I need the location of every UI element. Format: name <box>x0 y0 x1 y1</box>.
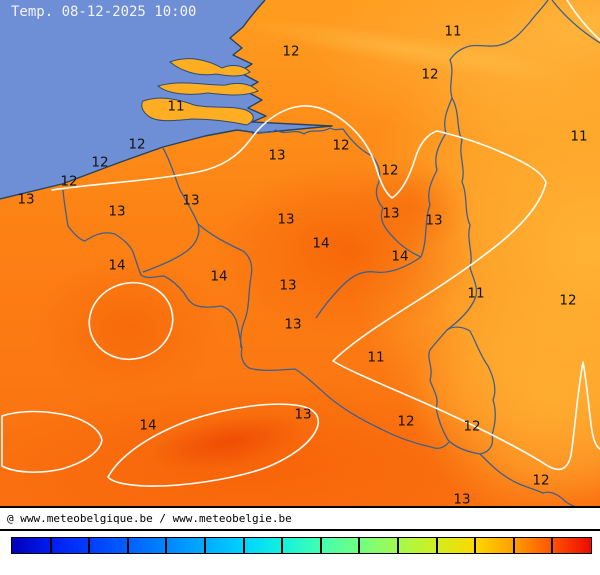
scale-tick <box>551 538 554 553</box>
scale-tick <box>88 538 91 553</box>
scale-tick <box>512 538 515 553</box>
scale-tick <box>165 538 168 553</box>
temp-label: 13 <box>17 191 35 208</box>
temp-label: 11 <box>467 285 485 302</box>
temp-label: 12 <box>60 173 78 190</box>
temp-label: 13 <box>453 491 471 508</box>
temp-label: 13 <box>382 205 400 222</box>
scale-tick <box>126 538 129 553</box>
map-area: 12 11 12 11 12 13 12 12 11 12 12 13 13 13 13 13 13 14 14 14… <box>0 0 600 508</box>
scale-tick <box>319 538 322 553</box>
temp-label: 14 <box>139 417 157 434</box>
scale-tick <box>204 538 206 553</box>
temp-label: 13 <box>268 147 286 164</box>
map-title: Temp. 08-12-2025 10:00 <box>11 4 197 20</box>
temp-label: 13 <box>294 406 312 423</box>
scale-tick <box>358 538 361 553</box>
liege-namur-border <box>315 256 422 319</box>
temp-label: 14 <box>210 268 228 285</box>
temperature-scale <box>11 537 592 554</box>
temp-label: 12 <box>532 472 550 489</box>
zeeland-island <box>156 82 259 96</box>
temp-label: 13 <box>182 192 200 209</box>
temp-label: 11 <box>444 23 462 40</box>
temperature-map <box>0 0 600 508</box>
temp-label: 12 <box>559 292 577 309</box>
france-belgium-border <box>62 189 450 449</box>
temp-label: 12 <box>282 43 300 60</box>
isotherm-contour <box>88 281 174 361</box>
borders <box>62 0 600 508</box>
temp-label: 14 <box>391 248 409 265</box>
isotherm-contour <box>1 410 103 473</box>
temperature-labels: 12 11 12 11 12 13 12 12 11 12 12 13 13 13 13 13 13 14 14 14… <box>17 23 588 508</box>
temp-label: 13 <box>279 277 297 294</box>
temp-label: 13 <box>277 211 295 228</box>
temp-label: 12 <box>381 162 399 179</box>
germany-border-corner <box>551 0 600 44</box>
france-germany-border <box>479 453 581 508</box>
netherlands-germany-border <box>420 0 549 258</box>
belgium-germany-border <box>446 97 478 331</box>
temp-label: 11 <box>367 349 385 366</box>
zeeland-island <box>169 58 251 77</box>
temp-label: 13 <box>425 212 443 229</box>
temp-label: 11 <box>167 98 185 115</box>
temp-label: 14 <box>108 257 126 274</box>
isotherm-contours <box>1 0 600 487</box>
isotherm-contour <box>566 0 600 41</box>
temp-label: 12 <box>421 66 439 83</box>
temp-label: 12 <box>397 413 415 430</box>
temp-label: 11 <box>570 128 588 145</box>
temp-label: 14 <box>312 235 330 252</box>
temp-label: 12 <box>91 154 109 171</box>
scale-tick <box>49 538 52 553</box>
temp-label: 12 <box>332 137 350 154</box>
temperature-shading <box>0 0 600 508</box>
temp-label: 12 <box>463 418 481 435</box>
zeeland-islands <box>141 58 259 126</box>
scale-tick <box>281 538 284 553</box>
scale-tick <box>397 538 399 553</box>
credit-text: @ www.meteobelgique.be / www.meteobelgie… <box>7 512 292 525</box>
temp-label: 12 <box>128 136 146 153</box>
isotherm-contour <box>51 105 600 471</box>
temp-label: 13 <box>284 316 302 333</box>
credit-bar: @ www.meteobelgique.be / www.meteobelgie… <box>0 506 600 531</box>
scale-tick <box>242 538 245 553</box>
scale-tick <box>435 538 438 553</box>
hainaut-border <box>197 223 253 349</box>
zeeland-island <box>141 97 254 126</box>
scale-tick <box>474 538 477 553</box>
temp-label: 13 <box>108 203 126 220</box>
belgium-netherlands-border <box>251 127 422 258</box>
isotherm-contour <box>107 403 320 487</box>
